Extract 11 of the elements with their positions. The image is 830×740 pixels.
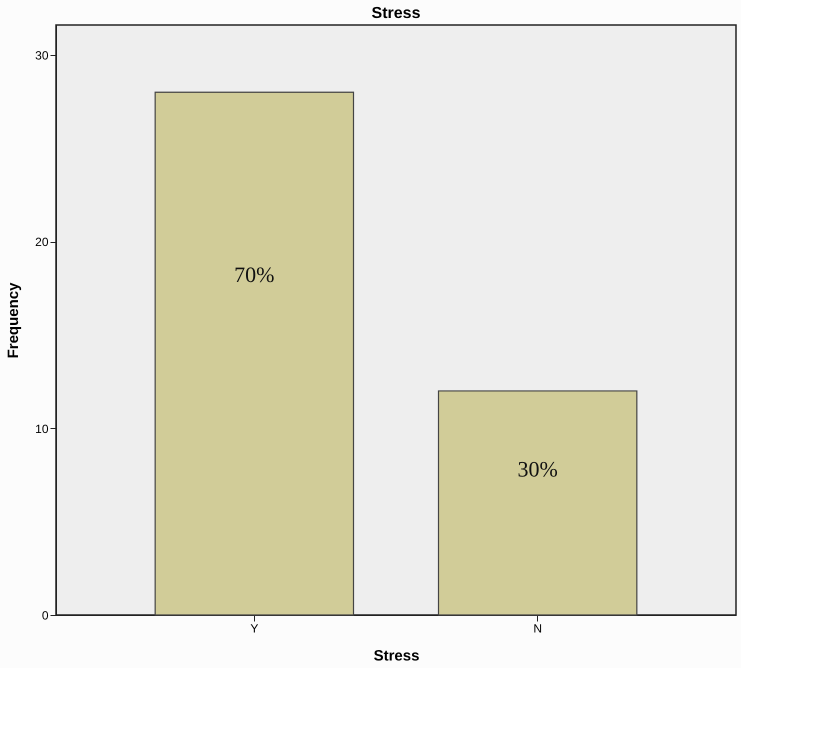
y-tick-label: 20 (35, 235, 49, 250)
y-tick-label: 30 (35, 48, 49, 62)
x-axis-title: Stress (374, 648, 420, 664)
y-tick-label: 10 (35, 422, 49, 436)
annotation: 30% (518, 456, 558, 482)
annotation: 70% (234, 262, 274, 288)
y-tick-label: 0 (42, 608, 49, 622)
chart-title: Stress (372, 5, 421, 22)
y-axis-title: Frequency (5, 282, 22, 358)
x-tick-label: Y (250, 622, 258, 636)
x-tick-label: N (533, 622, 542, 636)
